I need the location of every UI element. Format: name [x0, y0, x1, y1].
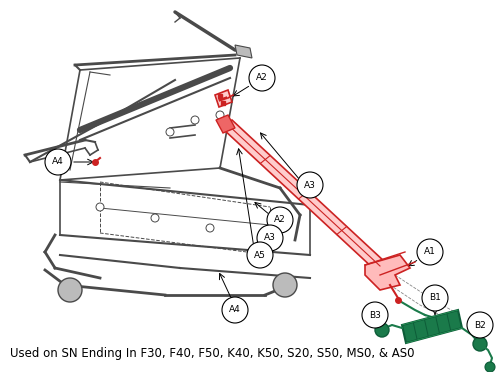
Polygon shape: [365, 255, 410, 290]
Text: A3: A3: [264, 234, 276, 243]
Circle shape: [191, 116, 199, 124]
Circle shape: [362, 302, 388, 328]
Text: B2: B2: [474, 321, 486, 330]
Text: A5: A5: [254, 250, 266, 260]
Text: B1: B1: [429, 294, 441, 302]
Polygon shape: [402, 310, 462, 343]
Circle shape: [417, 239, 443, 265]
Text: A4: A4: [52, 157, 64, 167]
Circle shape: [485, 362, 495, 372]
Circle shape: [267, 207, 293, 233]
Text: A3: A3: [304, 180, 316, 189]
Circle shape: [247, 242, 273, 268]
Circle shape: [273, 273, 297, 297]
Circle shape: [375, 323, 389, 337]
Circle shape: [166, 128, 174, 136]
Circle shape: [206, 224, 214, 232]
Circle shape: [45, 149, 71, 175]
Polygon shape: [235, 45, 252, 58]
Polygon shape: [216, 115, 235, 133]
Text: A2: A2: [256, 74, 268, 83]
Polygon shape: [215, 90, 232, 107]
Circle shape: [467, 312, 493, 338]
Text: A1: A1: [424, 247, 436, 257]
Text: A2: A2: [274, 215, 286, 224]
Text: A4: A4: [229, 305, 241, 314]
Circle shape: [216, 111, 224, 119]
Circle shape: [249, 65, 275, 91]
Circle shape: [151, 214, 159, 222]
Polygon shape: [222, 120, 385, 270]
Circle shape: [297, 172, 323, 198]
Circle shape: [422, 285, 448, 311]
Text: Used on SN Ending In F30, F40, F50, K40, K50, S20, S50, MS0, & AS0: Used on SN Ending In F30, F40, F50, K40,…: [10, 347, 414, 360]
Circle shape: [96, 203, 104, 211]
Text: B3: B3: [369, 311, 381, 320]
Circle shape: [473, 337, 487, 351]
Circle shape: [58, 278, 82, 302]
Circle shape: [222, 297, 248, 323]
Circle shape: [257, 225, 283, 251]
